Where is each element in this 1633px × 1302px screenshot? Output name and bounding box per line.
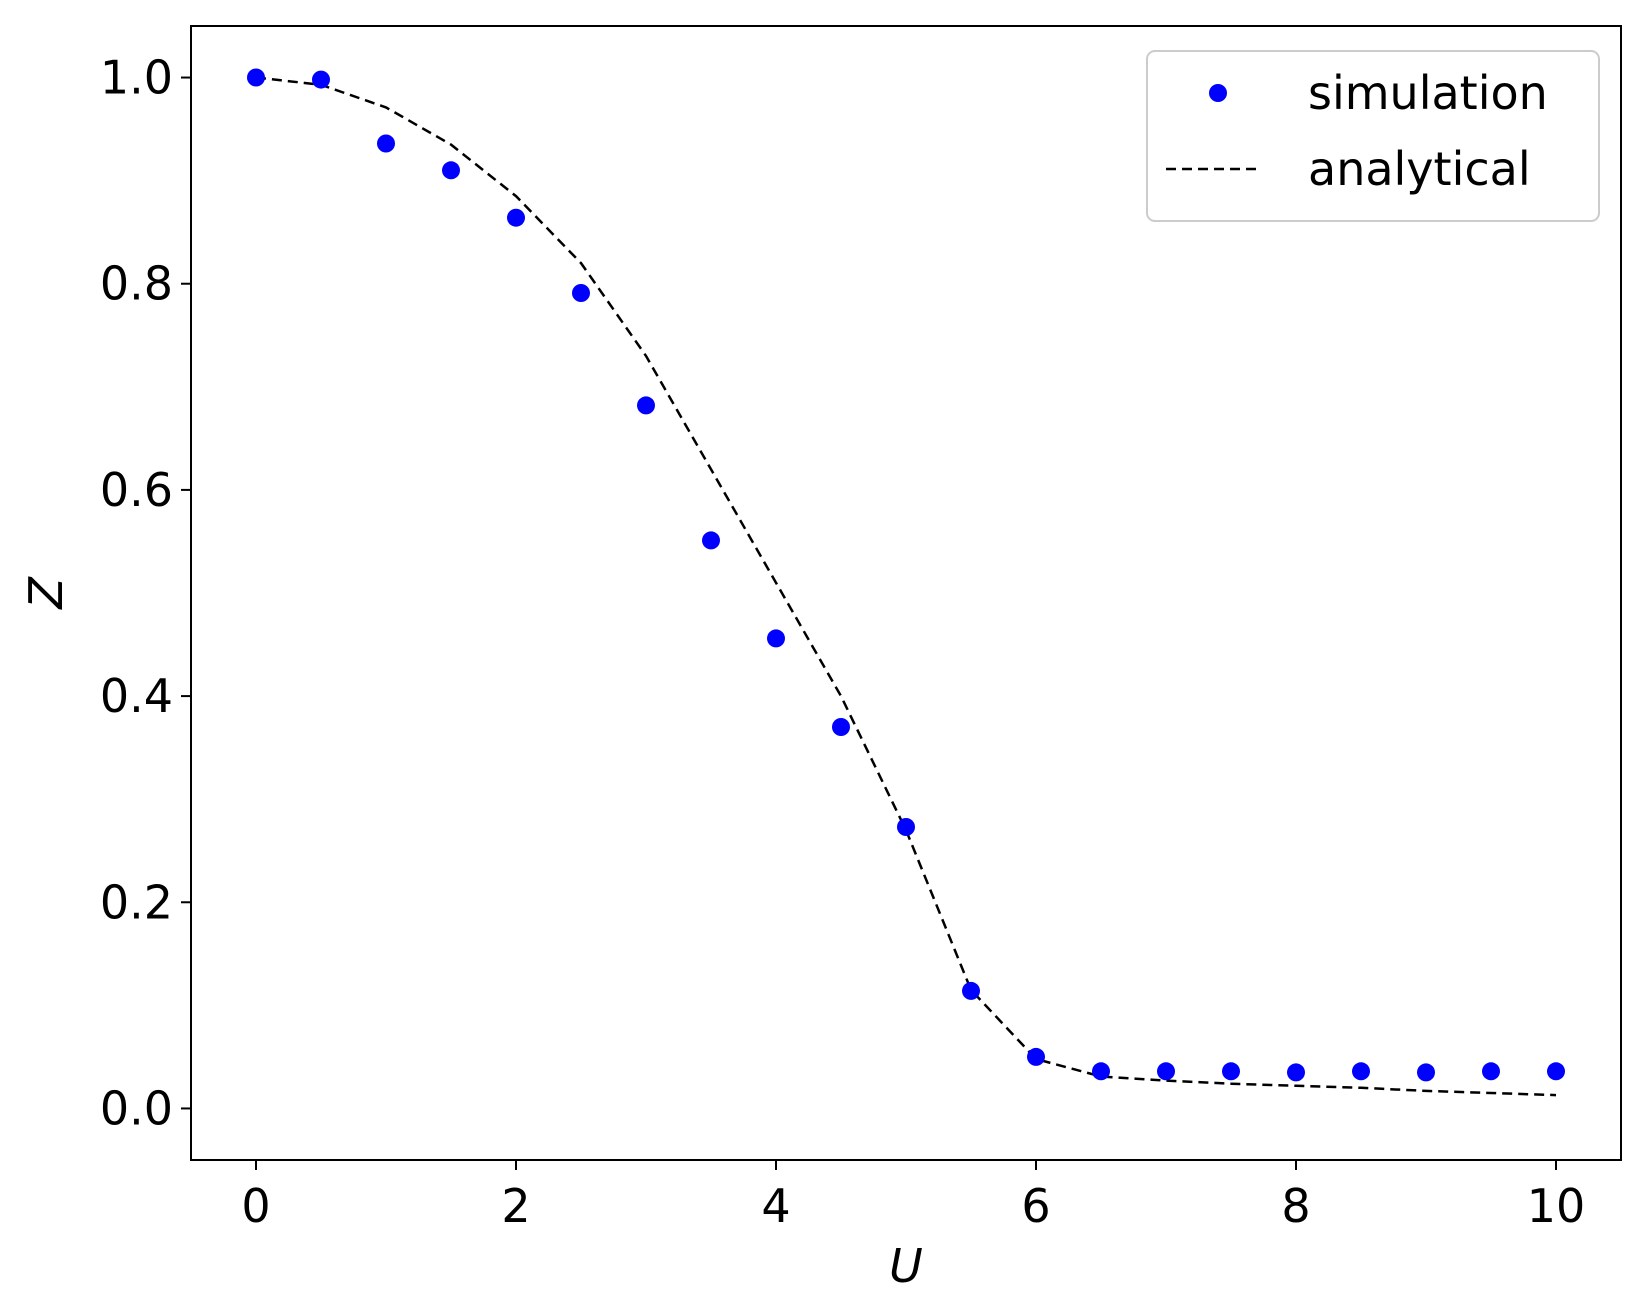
- simulation-point: [312, 70, 330, 89]
- simulation-point: [442, 161, 460, 180]
- x-tick-label: 0: [241, 1179, 270, 1233]
- simulation-point: [1352, 1062, 1370, 1081]
- analytical-line: [255, 76, 1557, 1097]
- simulation-point: [1157, 1062, 1175, 1081]
- x-axis-label: U: [889, 1239, 923, 1293]
- simulation-point: [1417, 1063, 1435, 1082]
- legend-box: [1146, 50, 1600, 222]
- legend-label-simulation: simulation: [1308, 66, 1548, 120]
- x-tick-label: 2: [501, 1179, 530, 1233]
- simulation-point: [1287, 1063, 1305, 1082]
- simulation-point: [962, 981, 980, 1000]
- axes-frame: [190, 25, 1622, 1161]
- simulation-point: [572, 284, 590, 302]
- y-tick-label: 1.0: [100, 51, 173, 105]
- legend-label-analytical: analytical: [1308, 142, 1531, 196]
- simulation-point: [897, 818, 915, 836]
- simulation-point: [1482, 1062, 1500, 1081]
- x-tick-label: 8: [1281, 1179, 1310, 1233]
- plot-area: [247, 68, 1565, 1097]
- y-tick-label: 0.6: [100, 463, 173, 517]
- simulation-point: [767, 629, 785, 648]
- simulation-point: [832, 718, 850, 736]
- y-tick-label: 0.0: [100, 1081, 173, 1135]
- y-tick-label: 0.4: [100, 669, 173, 723]
- legend-marker-simulation: [1209, 84, 1227, 102]
- simulation-point: [507, 208, 525, 227]
- y-axis: 0.0 0.2 0.4 0.6 0.8 1.0: [100, 51, 191, 1135]
- analytical-series: [255, 76, 1557, 1097]
- simulation-point: [1222, 1062, 1240, 1081]
- x-axis: 0 2 4 6 8 10: [241, 1160, 1585, 1233]
- y-axis-label: Z: [19, 576, 73, 611]
- simulation-point: [247, 68, 265, 87]
- y-tick-label: 0.8: [100, 257, 173, 311]
- simulation-point: [1027, 1047, 1045, 1066]
- simulation-point: [1092, 1062, 1110, 1081]
- simulation-series: [247, 68, 1565, 1082]
- x-tick-label: 6: [1021, 1179, 1050, 1233]
- simulation-point: [377, 134, 395, 153]
- y-tick-label: 0.2: [100, 875, 173, 929]
- x-tick-label: 10: [1527, 1179, 1586, 1233]
- x-tick-label: 4: [761, 1179, 790, 1233]
- simulation-point: [637, 396, 655, 415]
- simulation-point: [702, 531, 720, 550]
- legend: simulation analytical: [1146, 50, 1600, 222]
- simulation-point: [1547, 1062, 1565, 1081]
